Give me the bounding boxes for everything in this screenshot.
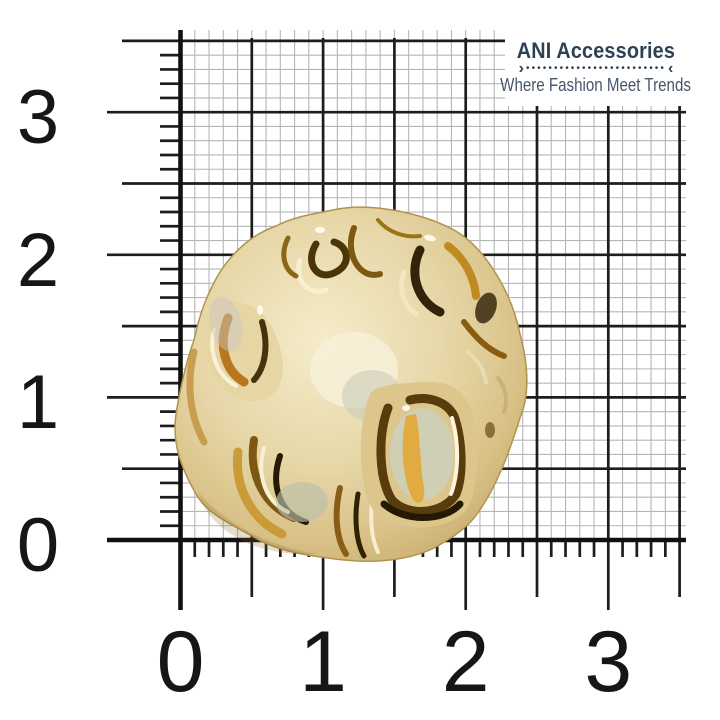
y-tick-label: 3 bbox=[16, 75, 60, 161]
product-fold-texture bbox=[186, 218, 508, 559]
x-tick-label: 3 bbox=[584, 614, 633, 710]
brand-divider: › ••••••••••••••••••••••••• ‹ bbox=[505, 60, 687, 78]
x-tick-label: 1 bbox=[299, 614, 348, 710]
product-photo-gold-scrunchie bbox=[174, 206, 528, 562]
y-tick-label: 2 bbox=[16, 217, 60, 303]
brand-tagline: Where Fashion Meet Trends bbox=[500, 75, 692, 96]
brand-name: ANI Accessories bbox=[516, 38, 676, 63]
y-tick-label: 1 bbox=[16, 360, 60, 446]
x-tick-label: 2 bbox=[441, 614, 490, 710]
brand-logo: ANI Accessories › ••••••••••••••••••••••… bbox=[501, 29, 691, 106]
divider-arrow-left-icon: › bbox=[518, 60, 524, 78]
divider-dots: ••••••••••••••••••••••••• bbox=[525, 64, 667, 75]
divider-arrow-right-icon: ‹ bbox=[668, 60, 674, 78]
y-tick-label: 0 bbox=[16, 503, 60, 588]
x-tick-label: 0 bbox=[156, 614, 205, 710]
